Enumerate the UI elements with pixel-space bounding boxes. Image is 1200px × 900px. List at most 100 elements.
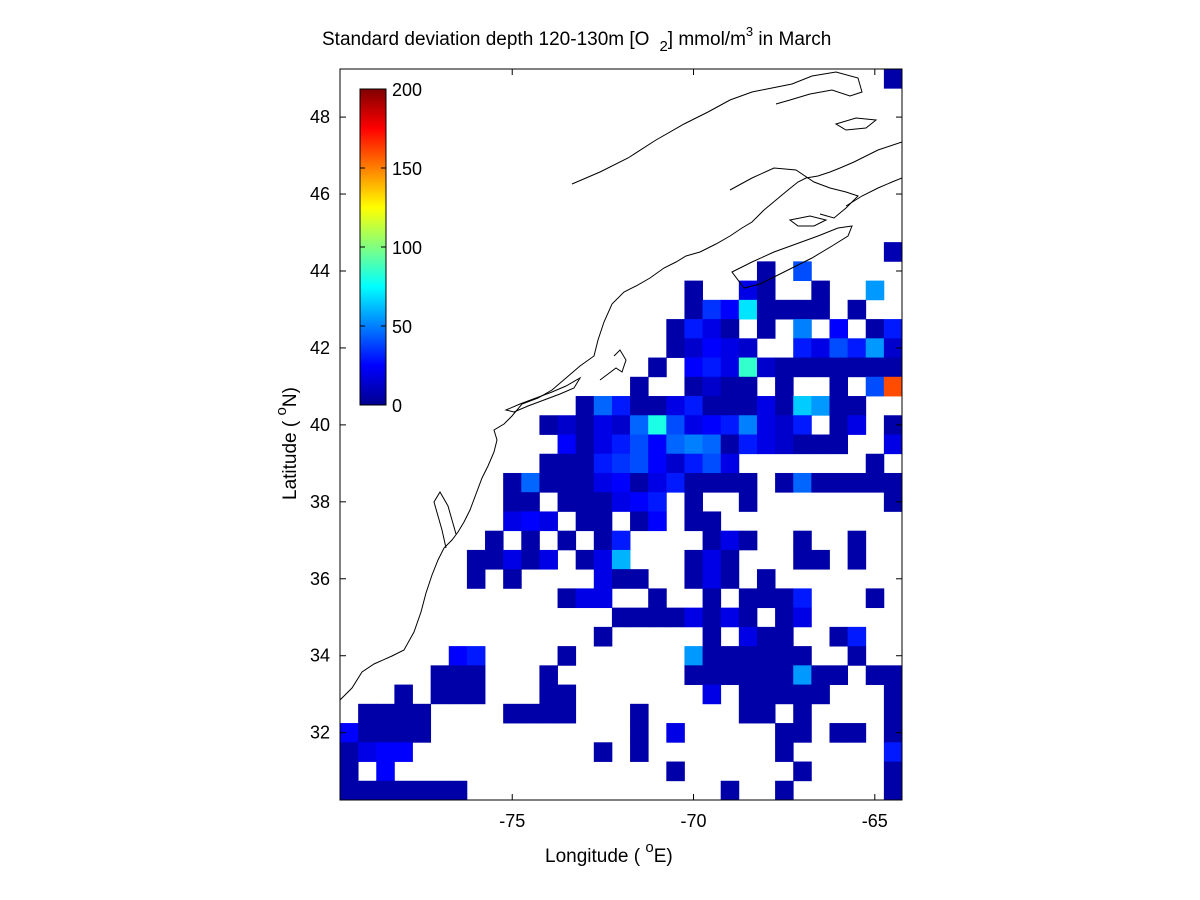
y-axis-ticks: 32 34 36 38 40 42 44 46 48 bbox=[310, 107, 902, 743]
heatmap-cell bbox=[756, 396, 776, 416]
heatmap-cell bbox=[394, 684, 413, 705]
heatmap-cell bbox=[993, 358, 1012, 378]
heatmap-cells bbox=[340, 69, 1066, 801]
heatmap-cell bbox=[902, 281, 921, 301]
heatmap-cell bbox=[630, 434, 649, 455]
heatmap-cell bbox=[883, 665, 902, 685]
heatmap-cell bbox=[1047, 473, 1066, 493]
heatmap-cell bbox=[993, 377, 1012, 397]
heatmap-cell bbox=[611, 607, 631, 628]
heatmap-cell bbox=[956, 396, 975, 416]
heatmap-cell bbox=[738, 299, 758, 320]
heatmap-cell bbox=[775, 472, 794, 493]
heatmap-cell bbox=[847, 299, 867, 320]
heatmap-cell bbox=[793, 607, 812, 628]
heatmap-cell bbox=[539, 703, 558, 724]
heatmap-cell bbox=[993, 685, 1012, 705]
heatmap-cell bbox=[593, 626, 613, 647]
heatmap-cell bbox=[1047, 435, 1066, 455]
heatmap-cell bbox=[630, 472, 649, 493]
heatmap-cell bbox=[666, 453, 685, 474]
heatmap-cell bbox=[593, 492, 613, 512]
heatmap-cell bbox=[738, 357, 758, 378]
heatmap-cell bbox=[738, 492, 758, 512]
heatmap-cell bbox=[611, 569, 631, 589]
heatmap-cell bbox=[611, 530, 631, 551]
heatmap-cell bbox=[865, 588, 885, 609]
heatmap-cell bbox=[975, 435, 994, 455]
heatmap-cell bbox=[938, 588, 957, 608]
heatmap-cell bbox=[412, 723, 432, 743]
heatmap-cell bbox=[938, 396, 957, 416]
heatmap-cell bbox=[993, 396, 1012, 416]
heatmap-cell bbox=[394, 703, 413, 724]
heatmap-cell bbox=[702, 338, 722, 358]
heatmap-cell bbox=[448, 665, 468, 685]
heatmap-cell bbox=[648, 453, 667, 474]
heatmap-cell bbox=[902, 300, 921, 320]
chart-title: Standard deviation depth 120-130m [O 2] m… bbox=[322, 24, 831, 55]
heatmap-cell bbox=[811, 299, 830, 320]
coastline-mainland bbox=[340, 141, 902, 701]
heatmap-cell bbox=[883, 492, 902, 512]
heatmap-cell bbox=[466, 646, 486, 666]
heatmap-cell bbox=[702, 396, 722, 416]
heatmap-cell bbox=[611, 396, 631, 416]
heatmap-cell bbox=[920, 723, 939, 743]
heatmap-cell bbox=[630, 396, 649, 416]
heatmap-cell bbox=[775, 646, 794, 666]
heatmap-cell bbox=[521, 549, 540, 570]
heatmap-cell bbox=[1047, 781, 1066, 801]
heatmap-cell bbox=[630, 453, 649, 474]
heatmap-cell bbox=[684, 319, 703, 339]
heatmap-cell bbox=[793, 396, 812, 416]
y-tick-label: 46 bbox=[310, 184, 330, 204]
heatmap-cell bbox=[720, 376, 740, 397]
heatmap-cell bbox=[630, 569, 649, 589]
y-tick-label: 38 bbox=[310, 492, 330, 512]
heatmap-cell bbox=[993, 608, 1012, 628]
heatmap-cell bbox=[720, 299, 740, 320]
heatmap-cell bbox=[811, 665, 830, 685]
heatmap-cell bbox=[376, 761, 395, 782]
heatmap-cell bbox=[720, 607, 740, 628]
heatmap-cell bbox=[938, 608, 957, 628]
heatmap-cell bbox=[684, 549, 703, 570]
heatmap-cell bbox=[593, 415, 613, 435]
heatmap-cell bbox=[666, 415, 685, 435]
heatmap-cell bbox=[503, 549, 522, 570]
heatmap-cell bbox=[793, 646, 812, 666]
heatmap-cell bbox=[557, 703, 577, 724]
heatmap-cell bbox=[975, 338, 994, 358]
heatmap-cell bbox=[394, 780, 413, 800]
heatmap-cell bbox=[756, 299, 776, 320]
heatmap-cell bbox=[666, 761, 685, 782]
heatmap-cell bbox=[593, 396, 613, 416]
heatmap-cell bbox=[1011, 396, 1030, 416]
heatmap-cell bbox=[902, 550, 921, 570]
heatmap-cell bbox=[720, 434, 740, 455]
heatmap-cell bbox=[883, 242, 902, 262]
heatmap-cell bbox=[920, 281, 939, 301]
heatmap-cell bbox=[1029, 588, 1048, 608]
heatmap-cell bbox=[902, 319, 921, 339]
heatmap-cell bbox=[340, 780, 359, 800]
heatmap-cell bbox=[630, 376, 649, 397]
heatmap-cell bbox=[956, 569, 975, 589]
heatmap-cell bbox=[883, 780, 902, 800]
coastline-nova-scotia bbox=[731, 225, 853, 289]
heatmap-cell bbox=[448, 780, 468, 800]
heatmap-cell bbox=[1047, 454, 1066, 474]
heatmap-cell bbox=[883, 434, 902, 455]
colorbar-tick-label: 200 bbox=[392, 80, 422, 100]
heatmap-cell bbox=[720, 665, 740, 685]
heatmap-cell bbox=[630, 492, 649, 512]
heatmap-cell bbox=[702, 415, 722, 435]
heatmap-cell bbox=[684, 492, 703, 512]
coastline-anticosti bbox=[834, 117, 878, 131]
heatmap-cell bbox=[956, 685, 975, 705]
y-tick-label: 42 bbox=[310, 338, 330, 358]
heatmap-cell bbox=[793, 530, 812, 551]
heatmap-cell bbox=[684, 376, 703, 397]
heatmap-cell bbox=[775, 742, 794, 762]
